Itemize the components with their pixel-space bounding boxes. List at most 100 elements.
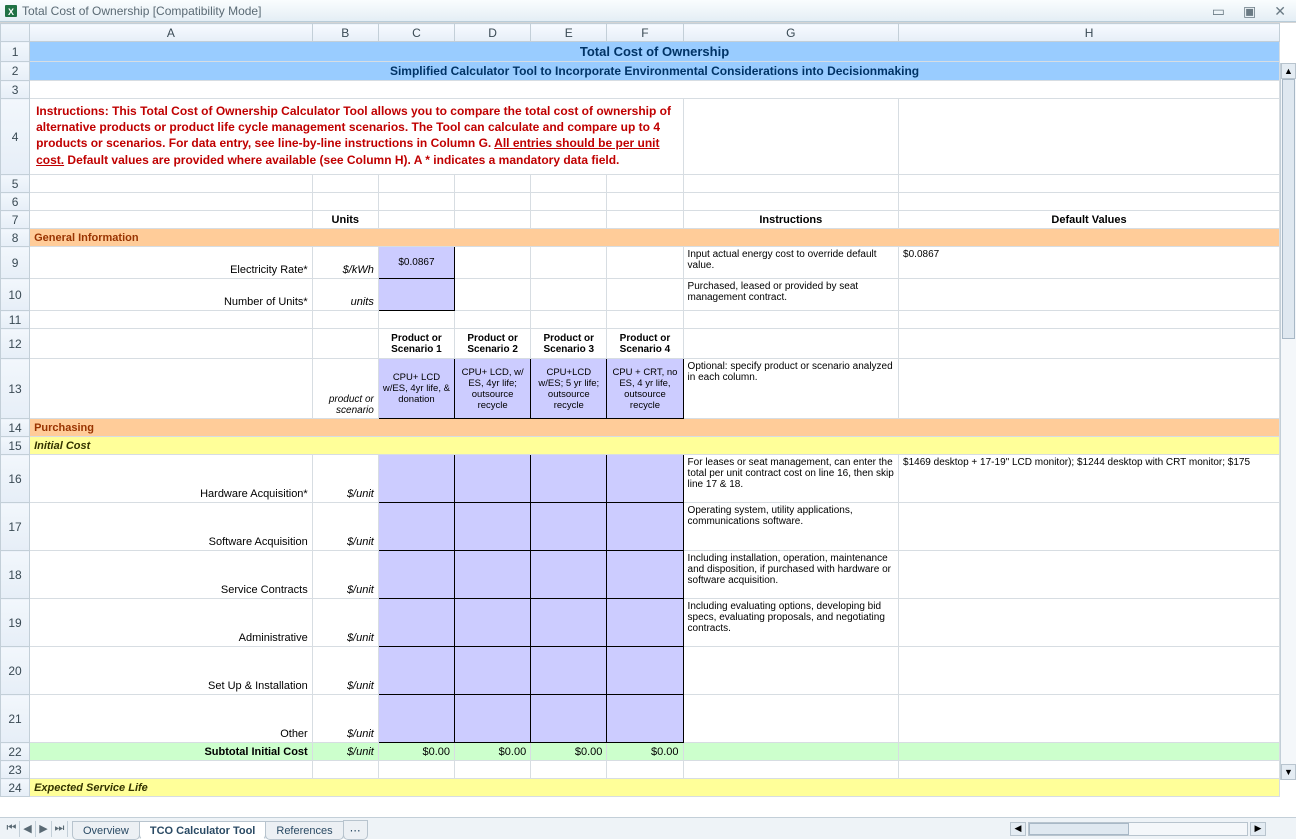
hardware-instr[interactable]: For leases or seat management, can enter… [683, 455, 899, 503]
electricity-rate-input[interactable]: $0.0867 [378, 247, 454, 279]
service-d[interactable] [455, 551, 531, 599]
electricity-rate-label[interactable]: Electricity Rate* [30, 247, 313, 279]
tab-nav-first[interactable]: ⏮ [4, 821, 20, 837]
other-e[interactable] [531, 695, 607, 743]
tab-nav-last[interactable]: ⏭ [52, 821, 68, 837]
minimize-icon[interactable]: ▭ [1212, 4, 1225, 18]
defaults-header[interactable]: Default Values [899, 211, 1280, 229]
col-header-H[interactable]: H [899, 24, 1280, 42]
general-info-header[interactable]: General Information [30, 229, 1280, 247]
tab-tco-calculator[interactable]: TCO Calculator Tool [139, 821, 267, 840]
scenario-4-input[interactable]: CPU + CRT, no ES, 4 yr life, outsource r… [607, 359, 683, 419]
hardware-d[interactable] [455, 455, 531, 503]
col-header-D[interactable]: D [455, 24, 531, 42]
service-f[interactable] [607, 551, 683, 599]
row-header-16[interactable]: 16 [1, 455, 30, 503]
col-header-G[interactable]: G [683, 24, 899, 42]
hardware-unit[interactable]: $/unit [312, 455, 378, 503]
subtotal-e[interactable]: $0.00 [531, 743, 607, 761]
subtotal-unit[interactable]: $/unit [312, 743, 378, 761]
row-header-12[interactable]: 12 [1, 329, 30, 359]
subtotal-d[interactable]: $0.00 [455, 743, 531, 761]
scenario-3-input[interactable]: CPU+LCD w/ES; 5 yr life; outsource recyc… [531, 359, 607, 419]
setup-e[interactable] [531, 647, 607, 695]
tab-nav-next[interactable]: ▶ [36, 821, 52, 837]
units-header[interactable]: Units [312, 211, 378, 229]
setup-unit[interactable]: $/unit [312, 647, 378, 695]
row-header-17[interactable]: 17 [1, 503, 30, 551]
row-header-18[interactable]: 18 [1, 551, 30, 599]
row-header-23[interactable]: 23 [1, 761, 30, 779]
electricity-rate-default[interactable]: $0.0867 [899, 247, 1280, 279]
purchasing-header[interactable]: Purchasing [30, 419, 1280, 437]
scenario-2-header[interactable]: Product or Scenario 2 [455, 329, 531, 359]
row-header-5[interactable]: 5 [1, 175, 30, 193]
hscroll-left-button[interactable]: ◀ [1010, 822, 1026, 836]
service-e[interactable] [531, 551, 607, 599]
row-header-20[interactable]: 20 [1, 647, 30, 695]
setup-label[interactable]: Set Up & Installation [30, 647, 313, 695]
col-header-E[interactable]: E [531, 24, 607, 42]
col-header-B[interactable]: B [312, 24, 378, 42]
hardware-e[interactable] [531, 455, 607, 503]
row-header-3[interactable]: 3 [1, 81, 30, 99]
col-header-C[interactable]: C [378, 24, 454, 42]
hscroll-right-button[interactable]: ▶ [1250, 822, 1266, 836]
spreadsheet-grid[interactable]: A B C D E F G H 1 Total Cost of Ownershi… [0, 22, 1296, 802]
scenario-4-header[interactable]: Product or Scenario 4 [607, 329, 683, 359]
row-header-19[interactable]: 19 [1, 599, 30, 647]
empty-row-3[interactable] [30, 81, 1280, 99]
row-header-7[interactable]: 7 [1, 211, 30, 229]
software-unit[interactable]: $/unit [312, 503, 378, 551]
software-e[interactable] [531, 503, 607, 551]
num-units-input[interactable] [378, 279, 454, 311]
row-header-22[interactable]: 22 [1, 743, 30, 761]
row-header-8[interactable]: 8 [1, 229, 30, 247]
instructions-cell[interactable]: Instructions: This Total Cost of Ownersh… [30, 99, 683, 175]
hardware-default[interactable]: $1469 desktop + 17-19" LCD monitor); $12… [899, 455, 1280, 503]
other-f[interactable] [607, 695, 683, 743]
software-c[interactable] [378, 503, 454, 551]
num-units-unit[interactable]: units [312, 279, 378, 311]
tab-references[interactable]: References [265, 821, 343, 840]
subtotal-f[interactable]: $0.00 [607, 743, 683, 761]
vertical-scrollbar[interactable]: ▲ ▼ [1280, 63, 1296, 780]
num-units-label[interactable]: Number of Units* [30, 279, 313, 311]
tab-overview[interactable]: Overview [72, 821, 140, 840]
row-header-11[interactable]: 11 [1, 311, 30, 329]
setup-c[interactable] [378, 647, 454, 695]
row-header-13[interactable]: 13 [1, 359, 30, 419]
subtotal-c[interactable]: $0.00 [378, 743, 454, 761]
scenario-1-header[interactable]: Product or Scenario 1 [378, 329, 454, 359]
setup-f[interactable] [607, 647, 683, 695]
hardware-label[interactable]: Hardware Acquisition* [30, 455, 313, 503]
software-f[interactable] [607, 503, 683, 551]
scroll-up-button[interactable]: ▲ [1281, 63, 1296, 79]
other-d[interactable] [455, 695, 531, 743]
row-header-10[interactable]: 10 [1, 279, 30, 311]
expected-service-header[interactable]: Expected Service Life [30, 779, 1280, 797]
subtitle-cell[interactable]: Simplified Calculator Tool to Incorporat… [30, 62, 1280, 81]
scroll-down-button[interactable]: ▼ [1281, 764, 1296, 780]
scenario-3-header[interactable]: Product or Scenario 3 [531, 329, 607, 359]
col-header-F[interactable]: F [607, 24, 683, 42]
other-label[interactable]: Other [30, 695, 313, 743]
row-header-2[interactable]: 2 [1, 62, 30, 81]
title-cell[interactable]: Total Cost of Ownership [30, 42, 1280, 62]
admin-e[interactable] [531, 599, 607, 647]
admin-instr[interactable]: Including evaluating options, developing… [683, 599, 899, 647]
vscroll-thumb[interactable] [1282, 79, 1295, 339]
col-header-A[interactable]: A [30, 24, 313, 42]
software-label[interactable]: Software Acquisition [30, 503, 313, 551]
software-instr[interactable]: Operating system, utility applications, … [683, 503, 899, 551]
service-unit[interactable]: $/unit [312, 551, 378, 599]
admin-d[interactable] [455, 599, 531, 647]
service-label[interactable]: Service Contracts [30, 551, 313, 599]
other-c[interactable] [378, 695, 454, 743]
service-instr[interactable]: Including installation, operation, maint… [683, 551, 899, 599]
hardware-c[interactable] [378, 455, 454, 503]
tab-more-icon[interactable]: ⋯ [343, 820, 368, 840]
close-icon[interactable]: ✕ [1274, 4, 1286, 18]
row-header-14[interactable]: 14 [1, 419, 30, 437]
software-d[interactable] [455, 503, 531, 551]
